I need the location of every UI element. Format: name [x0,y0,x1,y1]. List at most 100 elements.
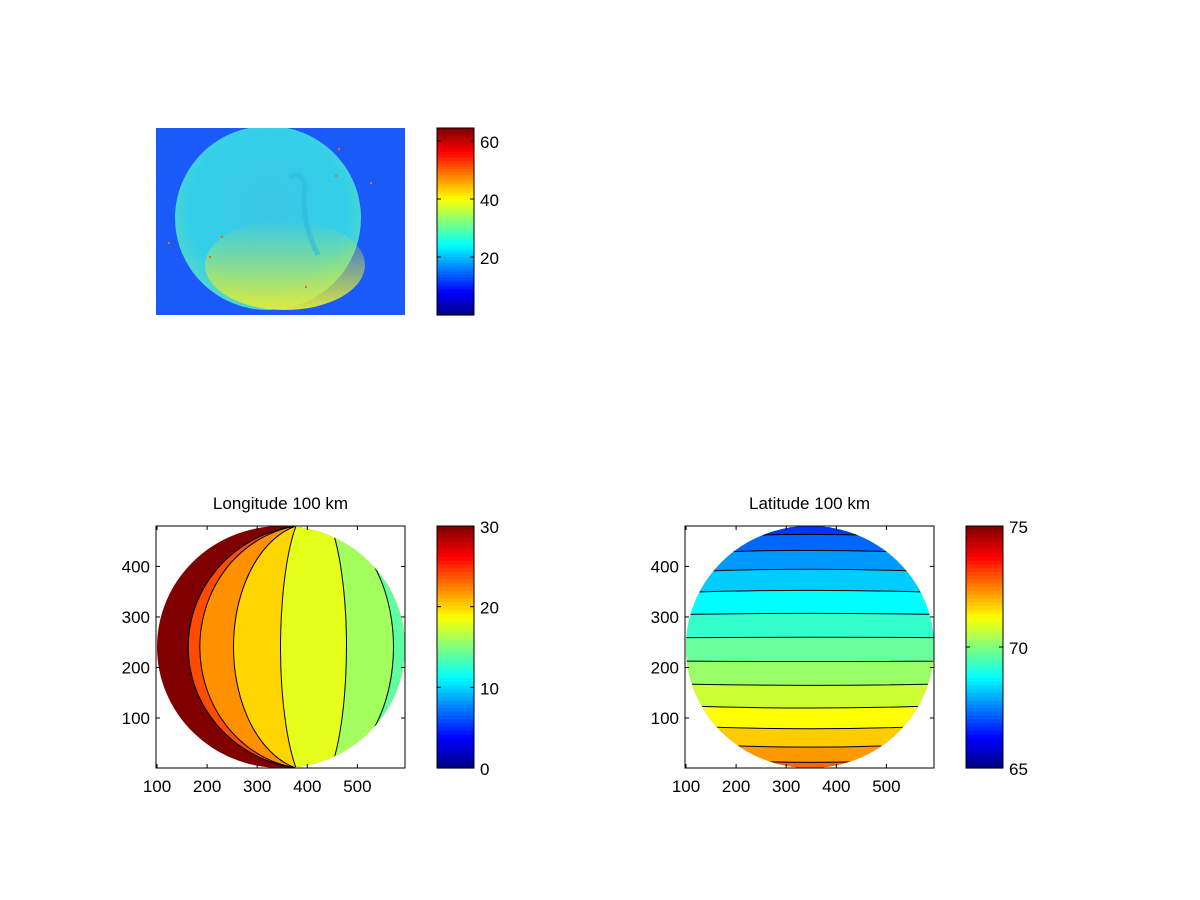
colorbar-segment [437,130,474,135]
colorbar-segment [437,247,474,252]
hot-pixel [209,256,211,258]
x-tick-label: 100 [672,777,700,796]
colorbar: 20 40 60 [436,127,499,316]
axes-title: Longitude 100 km [213,494,348,513]
colorbar-segment [966,677,1003,682]
colorbar-segment [437,128,474,132]
colorbar-segment [437,300,474,304]
colorbar-segment [966,669,1003,675]
colorbar-segment [437,578,474,584]
colorbar-segment [437,233,474,237]
y-tick-label: 400 [651,557,679,576]
colorbar-segment [966,594,1003,599]
contour-band [686,526,934,550]
colorbar-segment [966,733,1003,739]
colorbar-segment [966,628,1003,633]
colorbar-segment [437,692,474,697]
colorbar-segment [437,306,474,310]
colorbar-segment [437,221,474,226]
colorbar-segment [437,665,474,671]
contour-band [686,526,934,640]
colorbar-segment [437,195,474,199]
colorbar-segment [437,597,474,603]
colorbar-segment [966,760,1003,765]
colorbar-segment [437,677,474,682]
colorbar-segment [966,730,1003,735]
colorbar-segment [437,274,474,278]
colorbar-segment [966,601,1003,607]
colorbar-segment [437,174,474,179]
colorbar-segment [437,244,474,249]
colorbar-segment [437,259,474,264]
colorbar-segment [437,279,474,284]
colorbar-segment [437,718,474,724]
colorbar-segment [966,741,1003,746]
colorbar-segment [437,160,474,164]
colorbar-segment [437,575,474,580]
colorbar-segment [437,168,474,173]
colorbar-segment [966,711,1003,716]
colorbar-segment [966,756,1003,762]
colorbar-segment [966,548,1003,554]
axes-title: Latitude 100 km [749,494,870,513]
colorbar-segment [437,139,474,144]
colorbar-segment [966,571,1003,576]
colorbar-segment [437,218,474,223]
x-tick-label: 400 [822,777,850,796]
colorbar-segment [437,309,474,313]
colorbar-tick-label: 75 [1009,518,1028,537]
axes: 100 200 300 400 500 100 200 300 400 Latitude 100 … [651,494,935,796]
y-tick-label: 300 [122,608,150,627]
y-tick-label: 100 [651,709,679,728]
colorbar-segment [437,183,474,188]
contour-band [686,526,934,599]
colorbar-segment [966,749,1003,754]
colorbar-segment [437,681,474,686]
y-tick-label: 400 [122,557,150,576]
colorbar-segment [437,230,474,234]
colorbar-segment [437,620,474,625]
colorbar-segment [437,756,474,762]
colorbar-segment [437,541,474,546]
contour-band [686,526,934,539]
x-tick-label: 300 [243,777,271,796]
colorbar-segment [966,647,1003,652]
colorbar-segment [437,203,474,208]
colorbar-tick-label: 70 [1009,639,1028,658]
colorbar-frame [436,525,475,769]
hot-pixel [221,236,223,238]
colorbar-segment [437,612,474,618]
colorbar-segment [437,609,474,614]
colorbar-segment [966,620,1003,625]
y-tick-label: 300 [651,608,679,627]
image-plot [156,128,405,315]
colorbar-tick-label: 30 [480,518,499,537]
colorbar-segment [437,526,474,531]
colorbar-segment [966,537,1003,542]
colorbar-segment [437,537,474,542]
colorbar-segment [437,253,474,258]
contour-band [686,526,934,580]
colorbar-segment [966,654,1003,659]
colorbar-segment [437,224,474,228]
colorbar-segment [437,136,474,141]
colorbar-segment [966,533,1003,538]
colorbar-segment [966,688,1003,693]
colorbar-segment [437,730,474,735]
colorbar-segment [966,752,1003,758]
colorbar-segment [966,586,1003,591]
colorbar: 65 70 75 [965,518,1028,779]
colorbar-segment [437,764,474,769]
y-tick-label: 200 [651,658,679,677]
x-tick-label: 500 [872,777,900,796]
colorbar-tick-label: 60 [480,133,499,152]
colorbar-segment [437,277,474,281]
disk-feature [288,172,321,257]
contour-band [686,526,934,619]
colorbar-segment [966,681,1003,686]
colorbar-segment [437,198,474,202]
colorbar-segment [437,616,474,622]
colorbar-segment [437,291,474,296]
contour-band [295,526,405,768]
colorbar-segment [437,189,474,193]
